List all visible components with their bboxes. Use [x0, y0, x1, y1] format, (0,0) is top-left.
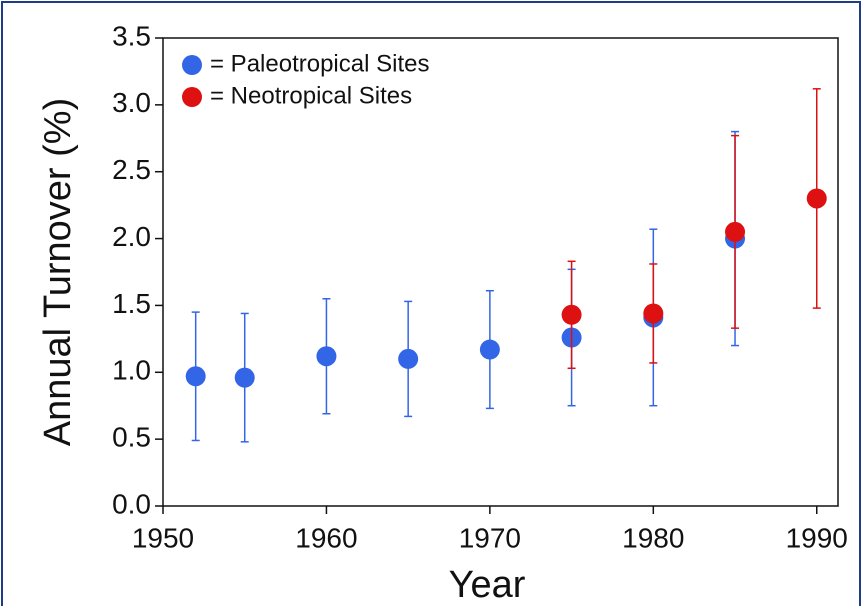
point [316, 346, 337, 367]
legend-label: = Neotropical Sites [210, 82, 412, 109]
point [725, 221, 746, 242]
x-axis-label: Year [449, 564, 526, 606]
y-tick-label: 2.0 [112, 221, 151, 252]
y-tick-label: 3.0 [112, 87, 151, 118]
legend-marker [182, 55, 202, 75]
x-tick-label: 1960 [295, 522, 357, 553]
y-tick-label: 0.0 [112, 488, 151, 519]
legend-label: = Paleotropical Sites [210, 50, 429, 77]
point [479, 339, 500, 360]
point [561, 304, 582, 325]
point [643, 303, 664, 324]
y-tick-label: 3.5 [112, 20, 151, 51]
x-tick-label: 1980 [622, 522, 684, 553]
y-tick-label: 0.5 [112, 422, 151, 453]
y-tick-label: 1.0 [112, 355, 151, 386]
point [185, 366, 206, 387]
x-tick-label: 1990 [786, 522, 848, 553]
legend-marker [182, 87, 202, 107]
y-tick-label: 2.5 [112, 154, 151, 185]
point [806, 188, 827, 209]
y-tick-label: 1.5 [112, 288, 151, 319]
plot-area [162, 37, 839, 507]
x-tick-label: 1970 [459, 522, 521, 553]
x-tick-label: 1950 [132, 522, 194, 553]
point [398, 348, 419, 369]
y-axis-label: Annual Turnover (%) [37, 98, 79, 447]
point [234, 367, 255, 388]
